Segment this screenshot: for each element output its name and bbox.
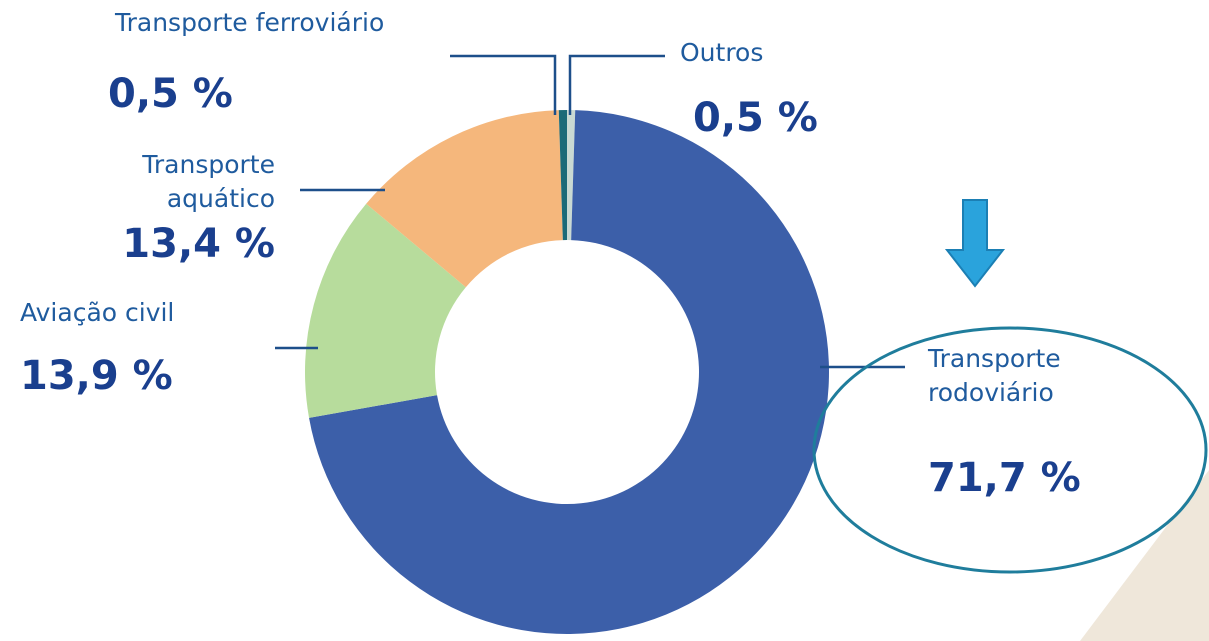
leader-line bbox=[568, 54, 665, 115]
donut-slice bbox=[567, 110, 576, 241]
value-label: 0,5 % bbox=[108, 71, 233, 117]
category-label: Outros bbox=[680, 38, 764, 67]
leader-lines bbox=[275, 54, 905, 369]
category-label: Transporte rodoviário bbox=[928, 344, 1061, 407]
highlight-ellipse bbox=[812, 326, 1208, 574]
donut-slice bbox=[305, 203, 466, 418]
category-label: Transporte ferroviário bbox=[115, 8, 385, 37]
value-label: 13,9 % bbox=[20, 353, 173, 399]
donut bbox=[305, 110, 829, 634]
donut-slice bbox=[366, 110, 563, 288]
category-label: Transporte aquático bbox=[142, 150, 275, 213]
value-label: 0,5 % bbox=[693, 95, 818, 141]
value-label: 13,4 % bbox=[122, 221, 275, 267]
category-label: Aviação civil bbox=[20, 298, 175, 327]
leader-line bbox=[450, 54, 557, 115]
value-label: 71,7 % bbox=[928, 455, 1081, 501]
arrow-annotation bbox=[944, 199, 1006, 288]
background-shape bbox=[1080, 470, 1209, 641]
donut-slice bbox=[309, 110, 829, 634]
donut-slice bbox=[558, 110, 567, 241]
